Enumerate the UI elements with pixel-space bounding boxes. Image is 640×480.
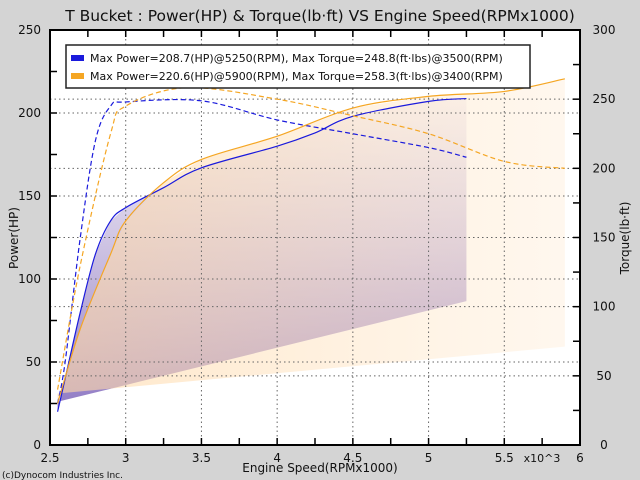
copyright: (c)Dynocom Industries Inc.: [2, 471, 123, 480]
y-tick-label-right: 0: [600, 438, 608, 452]
y-tick-label-right: 100: [593, 300, 616, 314]
legend-swatch-orange: [71, 73, 84, 79]
y-tick-label-left: 200: [18, 106, 41, 120]
legend-entry: Max Power=220.6(HP)@5900(RPM), Max Torqu…: [90, 70, 503, 83]
y-axis-left-label: Power(HP): [7, 207, 21, 269]
x-axis-label: Engine Speed(RPMx1000): [242, 461, 398, 475]
x-tick-label: 2.5: [40, 451, 59, 465]
y-tick-label-right: 300: [593, 23, 616, 37]
x-scale-label: x10^3: [524, 452, 561, 465]
y-tick-label-left: 0: [33, 438, 41, 452]
y-tick-label-left: 50: [26, 355, 41, 369]
y-tick-label-right: 200: [593, 161, 616, 175]
x-tick-label: 3: [122, 451, 130, 465]
y-tick-label-right: 250: [593, 92, 616, 106]
x-tick-label: 4.5: [343, 451, 362, 465]
shaded-area: [57, 78, 565, 404]
legend-entry: Max Power=208.7(HP)@5250(RPM), Max Torqu…: [90, 52, 503, 65]
x-tick-label: 6: [576, 451, 584, 465]
x-tick-label: 5.5: [495, 451, 514, 465]
x-tick-label: 5: [425, 451, 433, 465]
legend-swatch-blue: [71, 55, 84, 61]
y-tick-label-left: 100: [18, 272, 41, 286]
power-line: [56, 78, 565, 404]
chart-title: T Bucket : Power(HP) & Torque(lb·ft) VS …: [64, 7, 575, 25]
y-tick-label-right: 150: [593, 231, 616, 245]
legend: Max Power=208.7(HP)@5250(RPM), Max Torqu…: [65, 44, 531, 89]
y-tick-label-left: 150: [18, 189, 41, 203]
y-tick-label-right: 50: [596, 369, 611, 383]
x-tick-label: 3.5: [192, 451, 211, 465]
y-tick-label-left: 250: [18, 23, 41, 37]
x-tick-label: 4: [273, 451, 281, 465]
torque-line: [56, 98, 467, 404]
y-axis-right-label: Torque(lb·ft): [618, 202, 632, 276]
